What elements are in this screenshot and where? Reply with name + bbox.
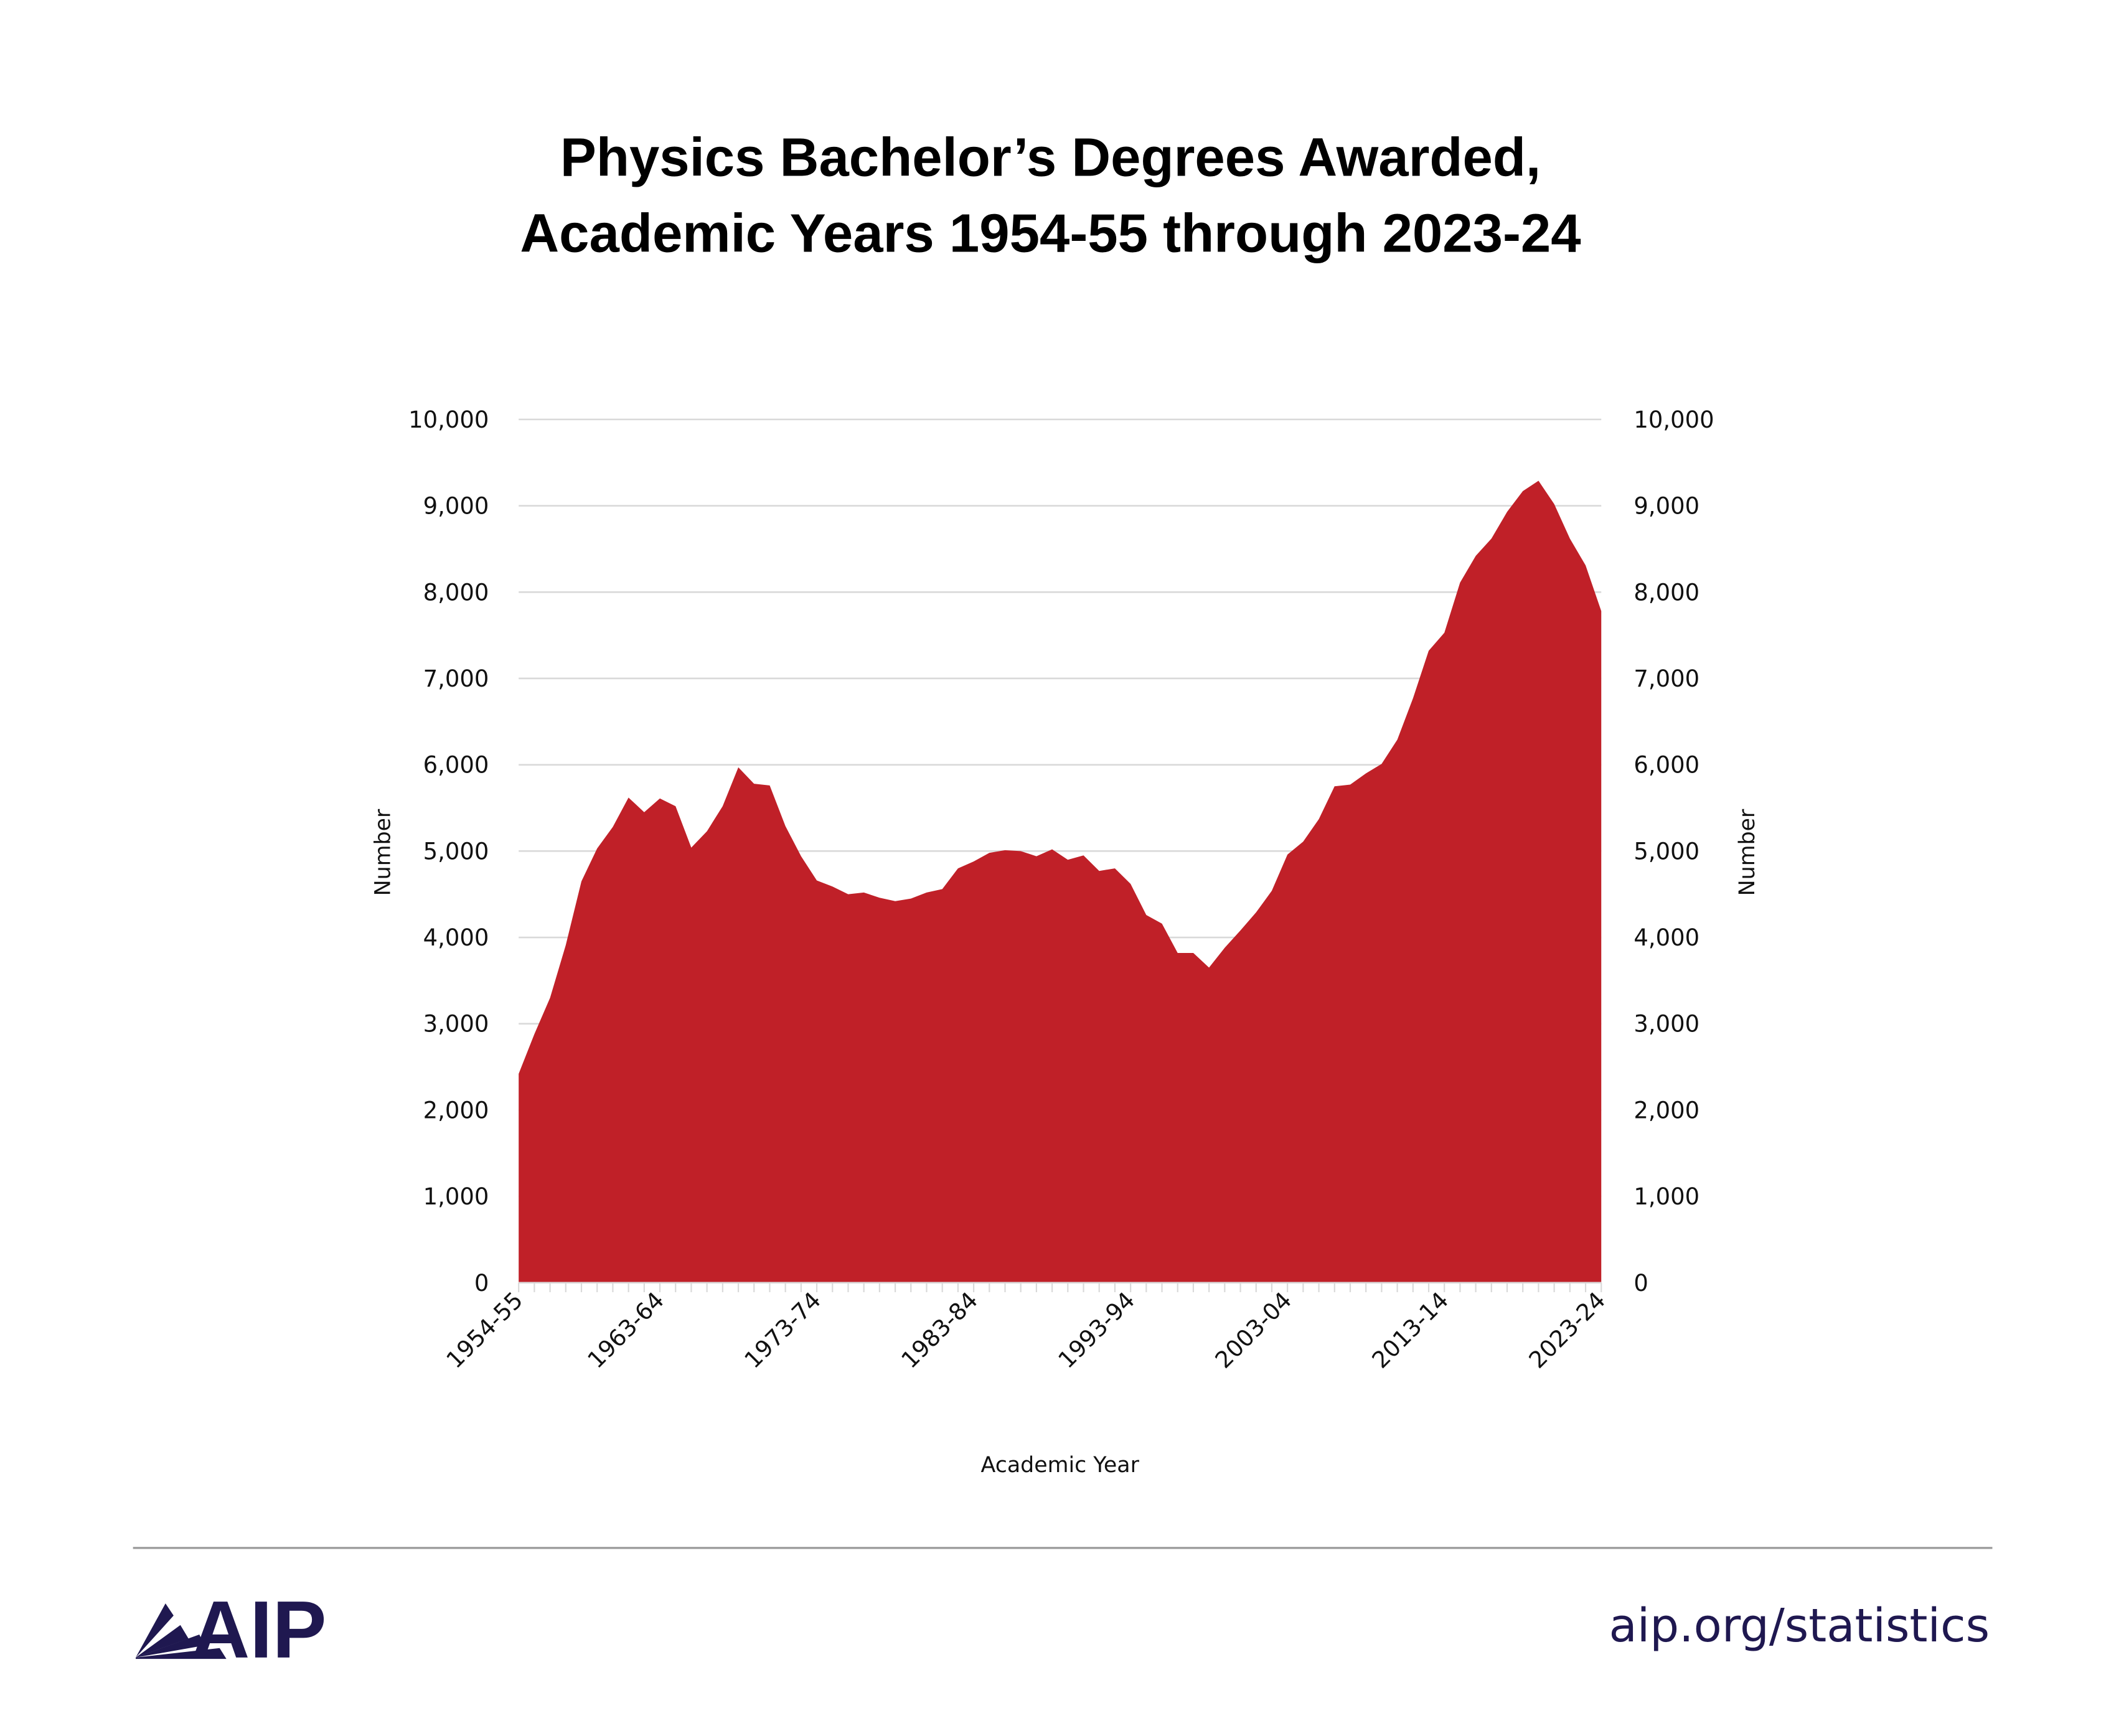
y-axis-right: 0 1,000 2,000 3,000 4,000 5,000 6,000 7,000 8,00… <box>1633 406 1714 1297</box>
y-tick-label: 4,000 <box>423 924 489 951</box>
y2-tick-label: 7,000 <box>1633 665 1699 692</box>
y2-tick-label: 6,000 <box>1633 752 1699 779</box>
y-tick-label: 5,000 <box>423 838 489 865</box>
x-tick-label: 2013-14 <box>1367 1287 1454 1374</box>
y-tick-label: 10,000 <box>408 406 489 433</box>
y-tick-label: 0 <box>474 1270 489 1297</box>
x-tick-label: 1963-64 <box>583 1287 670 1374</box>
footer-url[interactable]: aip.org/statistics <box>1609 1599 1990 1653</box>
x-axis: 1954-55 1963-64 1973-74 1983-84 1993-94 2003-… <box>441 1282 1611 1374</box>
y2-tick-label: 3,000 <box>1633 1011 1699 1038</box>
y-axis-left: 0 1,000 2,000 3,000 4,000 5,000 6,000 7,000 8,00… <box>408 406 489 1297</box>
y2-tick-label: 10,000 <box>1633 406 1714 433</box>
y2-tick-label: 2,000 <box>1633 1097 1699 1124</box>
y-axis-label-right: Number <box>1735 809 1760 896</box>
y-tick-label: 6,000 <box>423 752 489 779</box>
x-tick-label: 1954-55 <box>441 1287 529 1374</box>
aip-logo: AIP <box>136 1584 327 1675</box>
chart-title-line-1: Physics Bachelor’s Degrees Awarded, <box>560 128 1541 188</box>
x-tick-label: 1993-94 <box>1053 1287 1140 1374</box>
y-tick-label: 2,000 <box>423 1097 489 1124</box>
x-tick-label: 1973-74 <box>740 1287 827 1374</box>
chart-title-line-2: Academic Years 1954-55 through 2023-24 <box>520 203 1581 263</box>
y-axis-label-left: Number <box>371 809 396 896</box>
area-series <box>519 481 1602 1283</box>
y-tick-label: 9,000 <box>423 493 489 520</box>
y2-tick-label: 0 <box>1633 1270 1648 1297</box>
y2-tick-label: 1,000 <box>1633 1183 1699 1210</box>
y-tick-label: 1,000 <box>423 1183 489 1210</box>
y-tick-label: 3,000 <box>423 1011 489 1038</box>
x-axis-label: Academic Year <box>981 1453 1140 1478</box>
x-tick-label: 2023-24 <box>1524 1287 1611 1374</box>
y2-tick-label: 4,000 <box>1633 924 1699 951</box>
aip-logo-text: AIP <box>191 1584 326 1675</box>
y2-tick-label: 5,000 <box>1633 838 1699 865</box>
y2-tick-label: 9,000 <box>1633 493 1699 520</box>
aip-rays-icon <box>136 1603 227 1659</box>
y-tick-label: 7,000 <box>423 665 489 692</box>
x-tick-label: 1983-84 <box>896 1287 984 1374</box>
y-tick-label: 8,000 <box>423 579 489 606</box>
y2-tick-label: 8,000 <box>1633 579 1699 606</box>
x-tick-label: 2003-04 <box>1210 1287 1297 1374</box>
